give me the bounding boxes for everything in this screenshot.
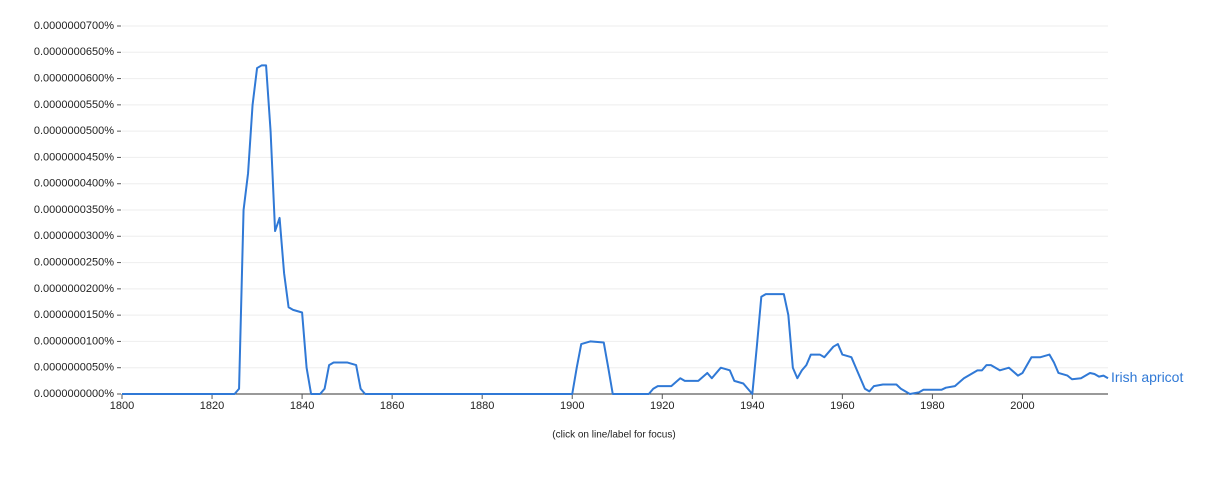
x-tick-label: 1900 [560, 400, 584, 412]
x-tick-label: 1820 [200, 400, 224, 412]
y-tick-label: 0.0000000050% [34, 362, 114, 374]
x-tick-label: 1920 [650, 400, 674, 412]
y-tick-label: 0.0000000250% [34, 256, 114, 268]
x-tick-label: 1880 [470, 400, 494, 412]
series-label[interactable]: Irish apricot [1111, 369, 1183, 385]
x-tick-label: 1800 [110, 400, 134, 412]
y-tick-label: 0.0000000150% [34, 309, 114, 321]
x-tick-label: 1940 [740, 400, 764, 412]
y-tick-label: 0.0000000100% [34, 335, 114, 347]
series-line[interactable] [122, 64, 1109, 395]
y-tick-label: 0.0000000200% [34, 283, 114, 295]
y-tick-label: 0.0000000400% [34, 178, 114, 190]
y-tick-label: 0.0000000600% [34, 72, 114, 84]
y-tick-label: 0.0000000500% [34, 125, 114, 137]
y-tick-label: 0.0000000000% [34, 388, 114, 400]
y-tick-label: 0.0000000450% [34, 151, 114, 163]
y-tick-label: 0.0000000550% [34, 99, 114, 111]
x-tick-label: 2000 [1010, 400, 1034, 412]
footnote: (click on line/label for focus) [552, 430, 675, 441]
y-tick-label: 0.0000000350% [34, 204, 114, 216]
x-tick-label: 1980 [920, 400, 944, 412]
x-tick-label: 1840 [290, 400, 314, 412]
y-tick-label: 0.0000000300% [34, 230, 114, 242]
x-tick-label: 1860 [380, 400, 404, 412]
y-tick-label: 0.0000000650% [34, 46, 114, 58]
x-tick-label: 1960 [830, 400, 854, 412]
y-tick-label: 0.0000000700% [34, 20, 114, 32]
